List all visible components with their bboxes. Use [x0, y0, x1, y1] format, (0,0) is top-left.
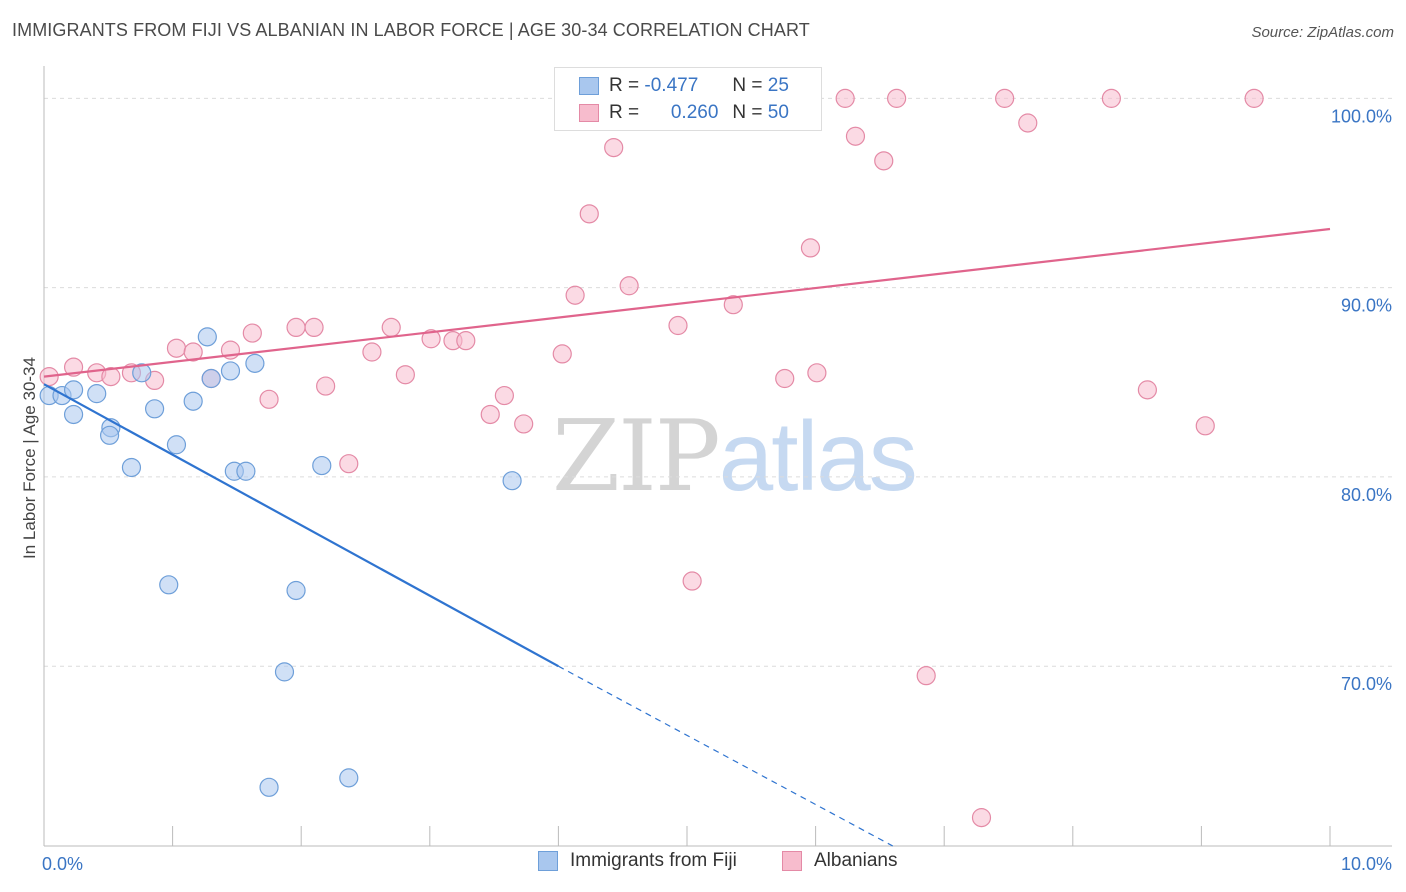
- albanian-point: [381, 317, 401, 338]
- albanian-point: [166, 338, 187, 358]
- albanian-point: [835, 88, 855, 108]
- fiji-point: [274, 662, 295, 682]
- watermark: ZIPatlas: [552, 400, 918, 514]
- fiji-point: [312, 455, 332, 476]
- albanian-point: [971, 808, 992, 828]
- albanian-trend-line: [43, 227, 1331, 378]
- legend-item-alb: Albanians: [782, 850, 897, 872]
- albanian-point: [456, 331, 476, 351]
- albanian-point: [1244, 88, 1264, 108]
- albanian-point: [101, 367, 121, 387]
- albanian-point: [1018, 113, 1038, 133]
- fiji-point: [99, 425, 120, 445]
- albanian-point: [668, 315, 688, 336]
- fiji-point: [121, 457, 142, 478]
- fiji-point: [63, 380, 84, 400]
- watermark-zip: ZIP: [552, 400, 721, 514]
- fiji-point: [87, 384, 107, 404]
- stats-legend-row-fiji: R = -0.477 N = 25: [579, 74, 789, 98]
- legend-fiji-swatch: [538, 851, 558, 871]
- alb-n-label: N =: [732, 102, 763, 123]
- alb-r-label: R =: [609, 102, 640, 123]
- albanian-point: [421, 329, 441, 349]
- fiji-point: [132, 363, 152, 383]
- albanian-point: [775, 368, 795, 389]
- albanian-point: [916, 666, 936, 686]
- albanian-point: [494, 385, 514, 406]
- alb-n-value: 50: [767, 102, 789, 123]
- fiji-trend-extension: [558, 665, 894, 847]
- fiji-r-value: -0.477: [644, 75, 699, 96]
- fiji-point: [245, 353, 265, 373]
- fiji-point: [201, 368, 221, 389]
- fiji-point: [197, 327, 217, 347]
- fiji-point: [144, 399, 165, 419]
- fiji-r-label: R =: [609, 75, 640, 96]
- albanian-point: [183, 342, 203, 362]
- y-tick-label: 100.0%: [1331, 106, 1392, 126]
- albanian-point: [1137, 380, 1157, 400]
- albanian-point: [807, 363, 827, 383]
- albanian-point: [362, 342, 382, 362]
- albanian-point: [887, 88, 907, 108]
- albanian-point: [682, 571, 702, 591]
- source-label: Source: ZipAtlas.com: [1251, 24, 1394, 41]
- albanian-point: [1195, 416, 1215, 436]
- fiji-point: [502, 471, 522, 491]
- albanian-point: [304, 317, 324, 338]
- fiji-n-value: 25: [767, 75, 789, 96]
- x-tick-label: 10.0%: [1341, 854, 1392, 874]
- fiji-n-label: N =: [732, 75, 763, 96]
- albanian-point: [480, 404, 500, 425]
- y-tick-label: 90.0%: [1341, 296, 1392, 316]
- legend-fiji-label: Immigrants from Fiji: [570, 850, 737, 871]
- chart-title: IMMIGRANTS FROM FIJI VS ALBANIAN IN LABO…: [12, 20, 810, 40]
- y-tick-label: 70.0%: [1341, 674, 1392, 694]
- fiji-point: [183, 391, 203, 411]
- albanian-point: [800, 238, 821, 258]
- y-tick-label: 80.0%: [1341, 485, 1392, 505]
- albanian-point: [339, 454, 359, 474]
- albanian-point: [316, 376, 336, 396]
- alb-r-value: 0.260: [670, 102, 719, 123]
- fiji-point: [166, 435, 187, 455]
- fiji-point: [339, 768, 359, 788]
- fiji-point: [220, 361, 241, 381]
- albanian-point: [604, 138, 624, 158]
- albanian-point: [514, 414, 534, 434]
- series-legend: Immigrants from Fiji Albanians: [0, 850, 1406, 878]
- legend-alb-swatch: [782, 851, 802, 871]
- albanian-point: [579, 204, 599, 224]
- albanian-point: [259, 389, 279, 409]
- fiji-point: [159, 575, 179, 595]
- fiji-point: [63, 404, 84, 425]
- fiji-point: [236, 461, 256, 481]
- albanian-point: [619, 276, 639, 296]
- albanian-point: [723, 295, 743, 315]
- fiji-point: [286, 580, 306, 601]
- albanian-point: [1101, 88, 1121, 108]
- x-tick-label: 0.0%: [42, 854, 83, 874]
- legend-alb-label: Albanians: [814, 850, 898, 871]
- albanian-point: [395, 365, 415, 385]
- albanian-point: [242, 323, 262, 343]
- albanian-point: [565, 285, 585, 305]
- albanian-point: [552, 344, 572, 364]
- alb-swatch: [579, 104, 599, 122]
- stats-legend-row-alb: R = 0.260 N = 50: [579, 101, 789, 125]
- albanian-point: [874, 151, 894, 171]
- fiji-swatch: [579, 77, 599, 95]
- watermark-atlas: atlas: [718, 401, 918, 511]
- fiji-point: [259, 777, 279, 797]
- fiji-trend-line: [43, 383, 559, 668]
- albanian-point: [286, 317, 306, 338]
- legend-item-fiji: Immigrants from Fiji: [538, 850, 737, 872]
- albanian-point: [995, 88, 1015, 108]
- stats-legend: R = -0.477 N = 25 R = 0.260 N = 50: [554, 67, 822, 131]
- albanian-point: [845, 126, 866, 146]
